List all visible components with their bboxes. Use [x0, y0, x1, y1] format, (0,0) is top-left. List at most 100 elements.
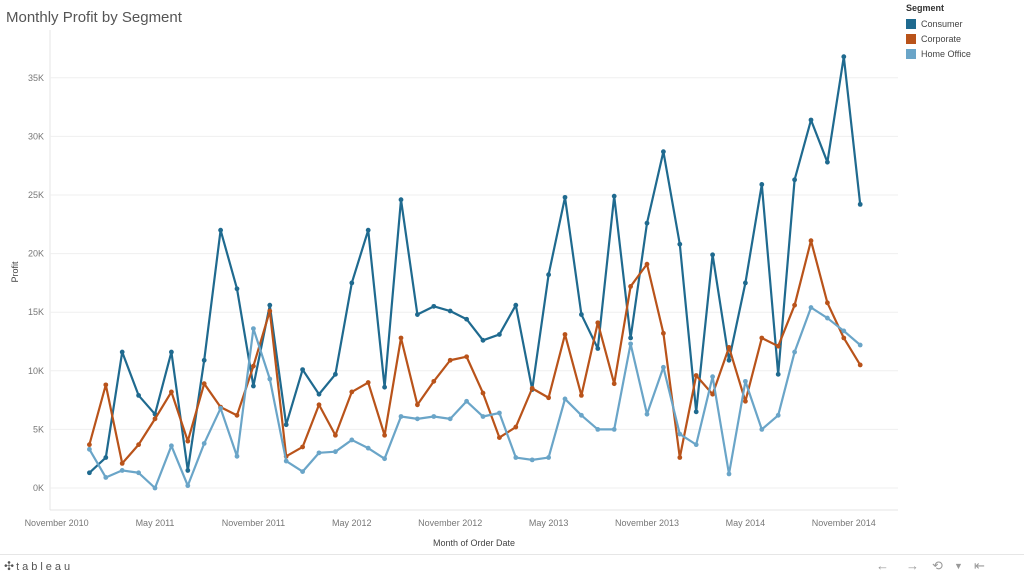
data-point-home-office: [562, 396, 568, 402]
y-tick-label: 25K: [28, 190, 44, 200]
x-tick-label: May 2011: [136, 518, 175, 528]
y-tick-label: 0K: [33, 483, 44, 493]
data-point-consumer: [333, 371, 338, 377]
data-point-home-office: [579, 412, 584, 418]
legend-item-consumer[interactable]: Consumer: [906, 16, 971, 31]
data-point-consumer: [349, 280, 355, 286]
data-point-consumer: [611, 193, 617, 199]
data-point-home-office: [415, 416, 420, 422]
data-point-corporate: [447, 357, 453, 363]
data-point-corporate: [87, 442, 92, 448]
reset-icon[interactable]: ⇤: [974, 558, 985, 573]
x-tick-label: May 2012: [332, 518, 372, 528]
data-point-consumer: [710, 252, 715, 258]
data-point-corporate: [546, 395, 551, 401]
data-point-home-office: [447, 416, 453, 422]
data-point-corporate: [743, 398, 748, 404]
data-point-home-office: [218, 405, 224, 411]
data-point-consumer: [382, 384, 387, 390]
data-point-home-office: [480, 414, 486, 419]
data-point-corporate: [234, 412, 240, 418]
series-line-home-office: [88, 306, 861, 490]
data-point-home-office: [546, 455, 551, 460]
dropdown-icon[interactable]: ▼: [954, 561, 963, 571]
data-point-home-office: [349, 437, 355, 443]
data-point-home-office: [529, 457, 535, 463]
series-line-corporate: [88, 239, 862, 465]
data-point-consumer: [234, 286, 240, 292]
data-point-home-office: [628, 341, 633, 347]
data-point-consumer: [251, 383, 256, 389]
data-point-consumer: [218, 227, 224, 233]
legend-item-home-office[interactable]: Home Office: [906, 46, 971, 61]
y-tick-label: 20K: [28, 249, 44, 259]
data-point-corporate: [398, 335, 404, 341]
data-point-corporate: [464, 354, 469, 360]
data-point-corporate: [251, 363, 256, 369]
y-tick-label: 15K: [28, 307, 44, 317]
data-point-consumer: [480, 337, 486, 343]
data-point-consumer: [677, 241, 683, 247]
data-point-corporate: [529, 385, 535, 391]
data-point-home-office: [677, 431, 683, 437]
data-point-consumer: [562, 194, 568, 200]
data-point-consumer: [415, 312, 420, 317]
data-point-home-office: [398, 414, 404, 419]
data-point-home-office: [300, 469, 305, 474]
legend-item-corporate[interactable]: Corporate: [906, 31, 971, 46]
data-point-home-office: [333, 449, 338, 455]
data-point-consumer: [201, 357, 207, 363]
data-point-corporate: [661, 330, 666, 336]
data-point-corporate: [562, 332, 568, 337]
data-point-home-office: [759, 427, 765, 432]
data-point-home-office: [185, 483, 191, 489]
x-tick-label: November 2014: [812, 518, 876, 528]
data-point-corporate: [579, 393, 584, 398]
data-point-consumer: [431, 303, 437, 309]
redo-icon[interactable]: →: [906, 558, 919, 573]
data-point-consumer: [103, 455, 109, 460]
data-point-consumer: [283, 422, 289, 428]
data-point-corporate: [513, 424, 519, 430]
undo-icon[interactable]: ←: [876, 558, 889, 573]
data-point-corporate: [415, 402, 420, 408]
data-point-consumer: [316, 391, 322, 397]
data-point-consumer: [185, 468, 191, 473]
data-point-home-office: [87, 446, 92, 452]
data-point-home-office: [382, 456, 387, 462]
data-point-consumer: [775, 371, 781, 377]
data-point-home-office: [710, 374, 715, 380]
data-point-corporate: [169, 389, 174, 395]
data-point-consumer: [119, 349, 125, 355]
x-axis-title: Month of Order Date: [433, 538, 515, 548]
data-point-consumer: [464, 316, 469, 322]
data-point-consumer: [841, 54, 847, 60]
data-point-corporate: [349, 389, 355, 395]
data-point-consumer: [398, 197, 404, 203]
data-point-corporate: [857, 362, 863, 368]
y-tick-label: 30K: [28, 131, 44, 141]
data-point-corporate: [759, 335, 765, 341]
x-tick-label: May 2013: [529, 518, 569, 528]
legend-swatch-home-office: [906, 48, 916, 59]
tableau-brand-text: tableau: [16, 561, 74, 573]
legend-swatch-consumer: [906, 18, 916, 29]
revert-icon[interactable]: ⟲: [932, 558, 943, 573]
data-point-home-office: [283, 458, 289, 464]
data-point-corporate: [726, 344, 732, 350]
data-point-home-office: [365, 445, 371, 451]
data-point-corporate: [628, 284, 633, 289]
data-point-corporate: [693, 373, 699, 378]
data-point-corporate: [136, 442, 142, 448]
data-point-consumer: [365, 227, 371, 233]
line-chart: 0K 5K 10K 15K 20K 25K 30K 35K November 2010 May 2…: [10, 30, 898, 548]
data-point-corporate: [841, 335, 847, 341]
tableau-logo[interactable]: ✣ tableau: [4, 559, 73, 573]
data-point-corporate: [595, 320, 601, 326]
x-tick-label: November 2013: [615, 518, 679, 528]
data-point-consumer: [595, 346, 601, 351]
data-point-corporate: [382, 432, 387, 438]
y-tick-label: 35K: [28, 73, 44, 83]
legend-label-consumer: Consumer: [921, 18, 963, 29]
legend-label-corporate: Corporate: [921, 33, 962, 44]
